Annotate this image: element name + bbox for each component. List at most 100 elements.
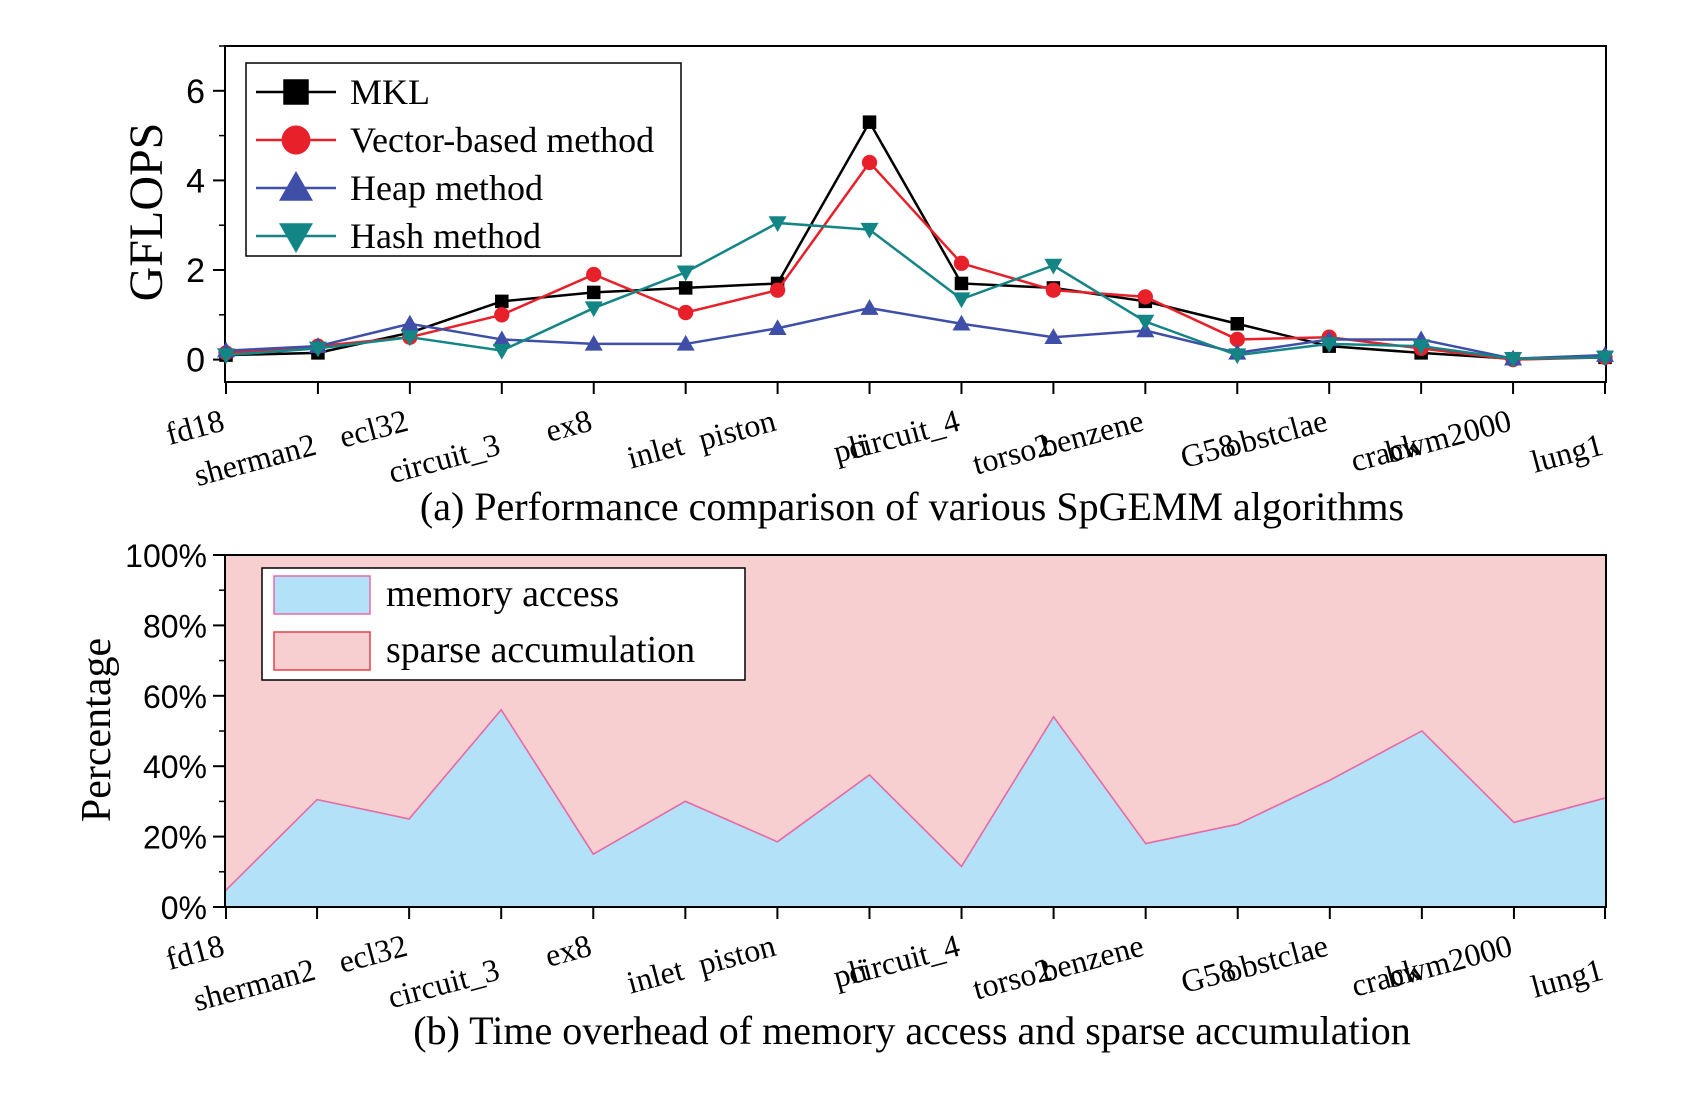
- legend-label: Hash method: [350, 216, 541, 256]
- legend-item-a: MKL: [256, 72, 430, 112]
- data-point: [586, 266, 602, 283]
- y-tick-label-a: 0: [186, 342, 205, 380]
- data-point: [678, 304, 694, 321]
- memory-access-boundary: [224, 708, 1607, 892]
- x-tick-label-a: piston: [695, 402, 780, 457]
- data-point: [954, 276, 969, 291]
- series-line: [225, 306, 1606, 360]
- legend-label: sparse accumulation: [386, 629, 695, 671]
- legend-swatch: [273, 575, 371, 615]
- x-tick-label-b: fd18: [162, 927, 228, 977]
- data-point: [676, 334, 695, 351]
- x-tick-label-a: ex8: [542, 402, 596, 449]
- data-point: [1596, 350, 1614, 367]
- x-tick-label-b: circuit_4: [844, 927, 963, 991]
- y-tick-label-a: 2: [186, 252, 205, 290]
- data-point: [861, 154, 878, 171]
- data-point: [860, 299, 879, 315]
- x-tick-label-a: inlet: [623, 426, 687, 476]
- x-tick-label-b: inlet: [623, 951, 687, 1001]
- legend-label: MKL: [350, 72, 430, 112]
- x-tick-label-a: fd18: [162, 402, 228, 452]
- data-point: [584, 334, 603, 351]
- data-point: [279, 223, 313, 253]
- x-tick-label-b: obstclae: [1221, 927, 1332, 989]
- data-point: [862, 115, 877, 129]
- data-point: [860, 222, 879, 239]
- x-tick-label-a: ecl32: [335, 402, 411, 455]
- data-point: [768, 216, 787, 232]
- data-point: [1320, 337, 1339, 353]
- data-point: [584, 301, 603, 318]
- data-point: [676, 265, 695, 282]
- x-tick-label-b: benzene: [1037, 927, 1148, 989]
- y-tick-label-a: 6: [186, 73, 205, 111]
- y-tick-label-b: 80%: [143, 608, 207, 644]
- data-point: [494, 307, 510, 323]
- y-axis-label-b: Percentage: [74, 638, 120, 822]
- data-point: [952, 292, 971, 309]
- x-tick-label-b: ecl32: [335, 927, 411, 980]
- y-axis-b: 0% 20% 40% 60% 80% 100%: [125, 538, 225, 926]
- data-point: [281, 125, 311, 155]
- series-line: [225, 221, 1606, 360]
- data-point: [400, 330, 419, 347]
- data-point: [217, 348, 235, 365]
- legend-item-b: memory access: [273, 573, 619, 615]
- y-tick-label-b: 40%: [143, 749, 207, 785]
- x-tick-label-b: ex8: [541, 927, 595, 974]
- data-point: [400, 314, 419, 331]
- legend-b: memory access sparse accumulation: [261, 567, 746, 681]
- y-tick-label-b: 0%: [161, 890, 207, 926]
- area-memory-access: [225, 709, 1606, 907]
- data-point: [1044, 258, 1063, 275]
- legend-item-a: Vector-based method: [256, 120, 654, 160]
- y-tick-label-b: 100%: [125, 538, 207, 574]
- caption-b: (b) Time overhead of memory access and s…: [413, 1008, 1410, 1053]
- data-point: [492, 343, 511, 360]
- legend-item-a: Hash method: [256, 216, 541, 256]
- y-tick-label-b: 20%: [143, 820, 207, 856]
- data-point: [952, 314, 971, 331]
- y-axis-a: 0 2 4 6: [186, 45, 225, 380]
- data-point: [1137, 289, 1153, 305]
- data-point: [1044, 328, 1063, 344]
- caption-a: (a) Performance comparison of various Sp…: [420, 484, 1404, 529]
- data-point: [768, 319, 787, 335]
- legend-item-b: sparse accumulation: [273, 629, 695, 671]
- data-point: [769, 282, 786, 298]
- y-tick-label-a: 4: [186, 162, 205, 200]
- data-point: [1045, 282, 1062, 298]
- x-tick-label-a: obstclae: [1220, 402, 1331, 464]
- legend-label: Vector-based method: [350, 120, 654, 160]
- x-tick-label-b: lung1: [1527, 951, 1607, 1005]
- data-point: [279, 171, 313, 201]
- x-tick-label-b: piston: [694, 927, 779, 982]
- legend-a: MKL Vector-based method Heap method Hash me…: [245, 62, 682, 257]
- data-point: [1136, 314, 1155, 331]
- y-axis-label-a: GFLOPS: [120, 123, 173, 302]
- x-tick-label-b: bwm2000: [1383, 927, 1516, 995]
- data-point: [1228, 348, 1247, 365]
- series-hash-method: [217, 216, 1614, 368]
- data-point: [308, 341, 327, 358]
- data-point: [283, 79, 309, 105]
- data-point: [495, 294, 509, 309]
- y-tick-label-b: 60%: [143, 679, 207, 715]
- data-point: [678, 281, 693, 295]
- data-point: [1504, 351, 1523, 368]
- x-tick-label-a: bwm2000: [1382, 402, 1515, 470]
- x-tick-label-a: benzene: [1037, 402, 1148, 464]
- data-point: [953, 255, 970, 271]
- series-line: [225, 160, 1606, 361]
- legend-label: Heap method: [350, 168, 543, 208]
- data-point: [1229, 331, 1245, 348]
- x-tick-label-a: circuit_4: [844, 402, 963, 466]
- data-point: [492, 330, 511, 347]
- x-tick-label-a: lung1: [1527, 426, 1607, 480]
